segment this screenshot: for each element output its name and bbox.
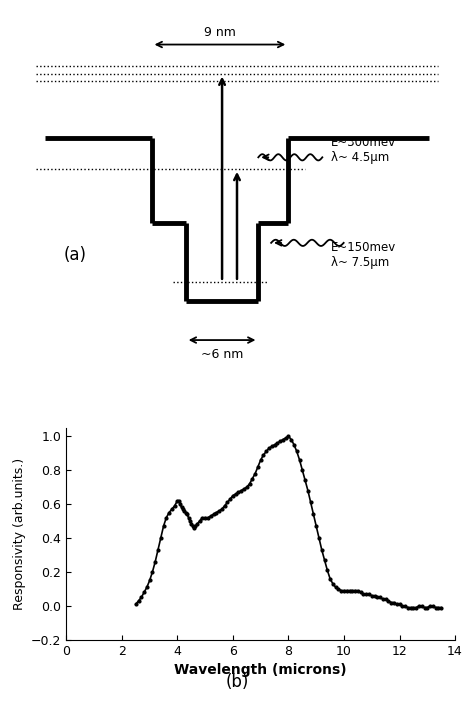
Text: ~6 nm: ~6 nm	[201, 348, 243, 361]
X-axis label: Wavelength (microns): Wavelength (microns)	[174, 663, 347, 677]
Text: (a): (a)	[64, 245, 86, 264]
Text: 9 nm: 9 nm	[204, 25, 236, 39]
Text: E~300mev
λ~ 4.5μm: E~300mev λ~ 4.5μm	[331, 136, 396, 163]
Y-axis label: Responsivity (arb.units.): Responsivity (arb.units.)	[13, 457, 26, 610]
Text: E~150mev
λ~ 7.5μm: E~150mev λ~ 7.5μm	[331, 240, 396, 269]
Text: (b): (b)	[225, 673, 249, 691]
